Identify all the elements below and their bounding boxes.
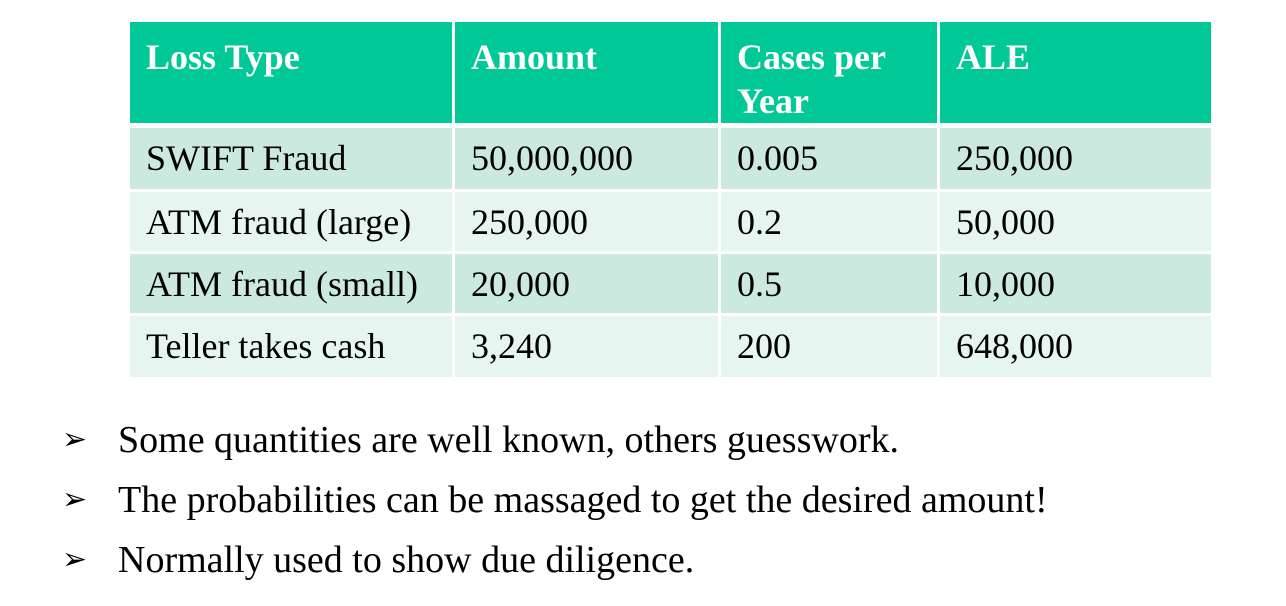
- cell-amount: 250,000: [455, 192, 721, 254]
- bullet-list: ➢ Some quantities are well known, others…: [62, 410, 1048, 590]
- header-loss-type: Loss Type: [130, 22, 455, 128]
- arrow-bullet-icon: ➢: [62, 423, 88, 456]
- cell-loss-type: SWIFT Fraud: [130, 128, 455, 192]
- cell-loss-type: ATM fraud (small): [130, 254, 455, 316]
- cell-cases-per-year: 200: [721, 316, 940, 377]
- table-row: SWIFT Fraud 50,000,000 0.005 250,000: [130, 128, 1211, 192]
- bullet-item: ➢ The probabilities can be massaged to g…: [62, 470, 1048, 530]
- cell-cases-per-year: 0.2: [721, 192, 940, 254]
- arrow-bullet-icon: ➢: [62, 543, 88, 576]
- ale-table: Loss Type Amount Cases per Year ALE SWIF…: [130, 22, 1211, 377]
- cell-ale: 50,000: [940, 192, 1211, 254]
- bullet-item: ➢ Some quantities are well known, others…: [62, 410, 1048, 470]
- header-ale: ALE: [940, 22, 1211, 128]
- cell-amount: 50,000,000: [455, 128, 721, 192]
- bullet-text: The probabilities can be massaged to get…: [118, 479, 1048, 521]
- cell-loss-type: Teller takes cash: [130, 316, 455, 377]
- cell-cases-per-year: 0.005: [721, 128, 940, 192]
- table-row: Teller takes cash 3,240 200 648,000: [130, 316, 1211, 377]
- header-amount: Amount: [455, 22, 721, 128]
- table-row: ATM fraud (small) 20,000 0.5 10,000: [130, 254, 1211, 316]
- bullet-text: Normally used to show due diligence.: [118, 539, 695, 581]
- cell-ale: 648,000: [940, 316, 1211, 377]
- header-cases-per-year: Cases per Year: [721, 22, 940, 128]
- cell-ale: 10,000: [940, 254, 1211, 316]
- cell-amount: 20,000: [455, 254, 721, 316]
- cell-amount: 3,240: [455, 316, 721, 377]
- bullet-item: ➢ Normally used to show due diligence.: [62, 530, 1048, 590]
- cell-cases-per-year: 0.5: [721, 254, 940, 316]
- cell-loss-type: ATM fraud (large): [130, 192, 455, 254]
- table-row: ATM fraud (large) 250,000 0.2 50,000: [130, 192, 1211, 254]
- arrow-bullet-icon: ➢: [62, 483, 88, 516]
- bullet-text: Some quantities are well known, others g…: [118, 419, 899, 461]
- table-header-row: Loss Type Amount Cases per Year ALE: [130, 22, 1211, 128]
- cell-ale: 250,000: [940, 128, 1211, 192]
